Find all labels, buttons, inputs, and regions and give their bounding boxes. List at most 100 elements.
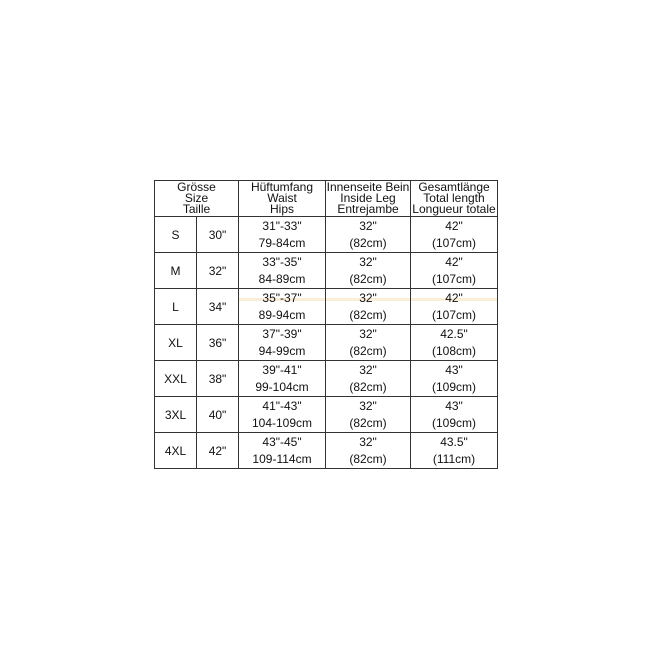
inside-leg-cell: 32" (82cm): [325, 288, 411, 325]
total-length-cell: 43.5" (111cm): [410, 432, 498, 469]
cell-text: 38": [208, 371, 227, 386]
size-cell: S: [154, 216, 197, 253]
inch-cell: 30": [196, 216, 239, 253]
inch-cell: 38": [196, 360, 239, 397]
header-hips: Hüftumfang Waist Hips: [238, 180, 326, 217]
cell-text: (107cm): [431, 271, 476, 286]
cell-text: 43": [445, 362, 463, 377]
header-text: Inside Leg: [340, 191, 396, 205]
cell-text: 30": [208, 227, 227, 242]
hips-cell: 35"-37" 89-94cm: [238, 288, 326, 325]
size-cell: L: [154, 288, 197, 325]
cell-text: (107cm): [431, 307, 476, 322]
cell-text: (82cm): [349, 271, 387, 286]
header-inside-leg: Innenseite Bein Inside Leg Entrejambe: [325, 180, 411, 217]
table-row: 4XL 42" 43"-45" 109-114cm 32" (82cm) 43.5" (111…: [154, 432, 498, 469]
size-cell: XXL: [154, 360, 197, 397]
total-length-cell: 42" (107cm): [410, 288, 498, 325]
inside-leg-cell: 32" (82cm): [325, 360, 411, 397]
cell-text: 32": [359, 290, 377, 305]
cell-text: XL: [168, 335, 183, 350]
inside-leg-cell: 32" (82cm): [325, 432, 411, 469]
header-text: Total length: [423, 191, 485, 205]
header-text: Longueur totale: [412, 202, 496, 216]
cell-text: 31"-33": [262, 218, 302, 233]
table-row: 3XL 40" 41"-43" 104-109cm 32" (82cm) 43" (109cm…: [154, 396, 498, 433]
cell-text: (82cm): [349, 415, 387, 430]
table-row: M 32" 33"-35" 84-89cm 32" (82cm) 42" (107cm): [154, 252, 498, 289]
total-length-cell: 42" (107cm): [410, 216, 498, 253]
hips-cell: 33"-35" 84-89cm: [238, 252, 326, 289]
hips-cell: 43"-45" 109-114cm: [238, 432, 326, 469]
total-length-cell: 42.5" (108cm): [410, 324, 498, 361]
cell-text: (109cm): [431, 415, 476, 430]
cell-text: 42": [445, 218, 463, 233]
hips-cell: 41"-43" 104-109cm: [238, 396, 326, 433]
cell-text: 33"-35": [262, 254, 302, 269]
cell-text: (111cm): [432, 451, 476, 466]
cell-text: (107cm): [431, 235, 476, 250]
header-text: Innenseite Bein: [326, 180, 410, 194]
header-text: Waist: [267, 191, 297, 205]
inside-leg-cell: 32" (82cm): [325, 324, 411, 361]
cell-text: 43"-45": [262, 434, 302, 449]
cell-text: 99-104cm: [255, 379, 309, 394]
header-text: Entrejambe: [337, 202, 399, 216]
inside-leg-cell: 32" (82cm): [325, 396, 411, 433]
cell-text: 42": [208, 443, 227, 458]
cell-text: 43": [445, 398, 463, 413]
cell-text: (82cm): [349, 379, 387, 394]
header-text: Taille: [182, 202, 211, 216]
cell-text: 32": [359, 218, 377, 233]
size-cell: M: [154, 252, 197, 289]
cell-text: S: [171, 227, 180, 242]
header-text: Gesamtlänge: [418, 180, 490, 194]
cell-text: L: [172, 299, 179, 314]
cell-text: 42": [445, 254, 463, 269]
cell-text: 41"-43": [262, 398, 302, 413]
inside-leg-cell: 32" (82cm): [325, 252, 411, 289]
hips-cell: 39"-41" 99-104cm: [238, 360, 326, 397]
cell-text: 32": [359, 362, 377, 377]
cell-text: 94-99cm: [258, 343, 306, 358]
table-row: XL 36" 37"-39" 94-99cm 32" (82cm) 42.5" (108cm): [154, 324, 498, 361]
table-row: S 30" 31"-33" 79-84cm 32" (82cm) 42" (107cm): [154, 216, 498, 253]
size-cell: 3XL: [154, 396, 197, 433]
header-text: Size: [184, 191, 209, 205]
total-length-cell: 42" (107cm): [410, 252, 498, 289]
header-size: Grösse Size Taille: [154, 180, 239, 217]
hips-cell: 37"-39" 94-99cm: [238, 324, 326, 361]
header-text: Hips: [269, 202, 294, 216]
cell-text: 84-89cm: [258, 271, 306, 286]
hips-cell: 31"-33" 79-84cm: [238, 216, 326, 253]
total-length-cell: 43" (109cm): [410, 360, 498, 397]
size-chart-table: Grösse Size Taille Hüftumfang Waist Hips…: [154, 180, 498, 469]
cell-text: 32": [359, 398, 377, 413]
inch-cell: 36": [196, 324, 239, 361]
cell-text: 79-84cm: [258, 235, 306, 250]
cell-text: (82cm): [349, 343, 387, 358]
size-cell: XL: [154, 324, 197, 361]
cell-text: (82cm): [349, 235, 387, 250]
size-cell: 4XL: [154, 432, 197, 469]
inch-cell: 42": [196, 432, 239, 469]
cell-text: 89-94cm: [258, 307, 306, 322]
cell-text: 32": [359, 254, 377, 269]
header-total-length: Gesamtlänge Total length Longueur totale: [410, 180, 498, 217]
inch-cell: 34": [196, 288, 239, 325]
cell-text: 104-109cm: [251, 415, 313, 430]
inside-leg-cell: 32" (82cm): [325, 216, 411, 253]
cell-text: (108cm): [431, 343, 476, 358]
table-row: XXL 38" 39"-41" 99-104cm 32" (82cm) 43" (109cm): [154, 360, 498, 397]
cell-text: 39"-41": [262, 362, 302, 377]
cell-text: 42.5": [440, 326, 468, 341]
cell-text: (109cm): [431, 379, 476, 394]
cell-text: (82cm): [349, 451, 387, 466]
cell-text: 4XL: [164, 443, 187, 458]
table-header-row: Grösse Size Taille Hüftumfang Waist Hips…: [154, 180, 498, 217]
cell-text: 109-114cm: [252, 451, 312, 466]
cell-text: 36": [208, 335, 227, 350]
cell-text: 32": [359, 326, 377, 341]
cell-text: 32": [208, 263, 227, 278]
total-length-cell: 43" (109cm): [410, 396, 498, 433]
